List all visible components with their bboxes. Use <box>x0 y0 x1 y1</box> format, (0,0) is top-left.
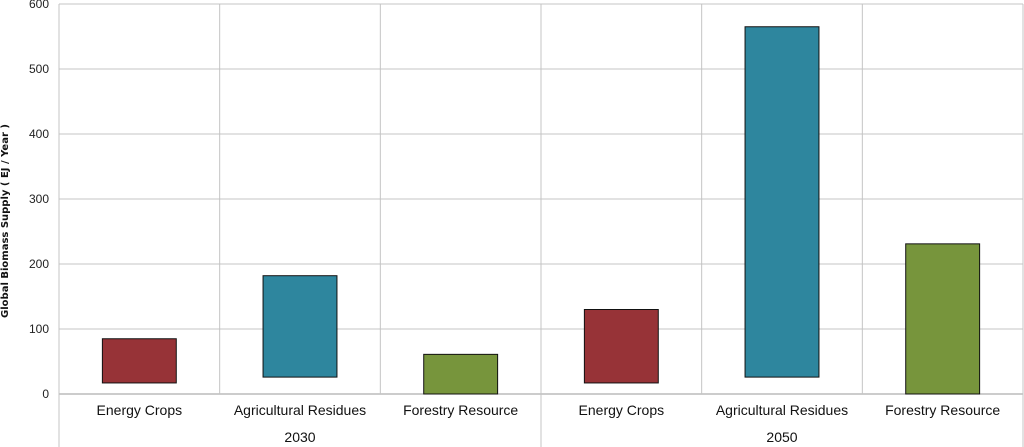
category-label: Forestry Resource <box>403 402 518 418</box>
bar <box>262 275 338 378</box>
category-label: Agricultural Residues <box>234 402 366 418</box>
grid-lines <box>58 3 1024 447</box>
category-label: Energy Crops <box>579 402 665 418</box>
bar <box>423 353 499 395</box>
category-label: Energy Crops <box>97 402 183 418</box>
y-tick-label: 400 <box>29 127 49 141</box>
category-labels: Energy Crops Agricultural Residues Forestr… <box>97 402 1001 418</box>
y-tick-labels: 0 100 200 300 400 500 600 <box>29 0 49 401</box>
y-tick-label: 200 <box>29 257 49 271</box>
bar <box>905 243 981 395</box>
category-label: Forestry Resource <box>885 402 1000 418</box>
bars-layer <box>101 26 981 395</box>
group-label: 2030 <box>284 429 315 445</box>
bar <box>101 338 177 384</box>
bar <box>583 309 659 384</box>
y-tick-label: 500 <box>29 62 49 76</box>
group-labels: 2030 2050 <box>284 429 797 445</box>
y-tick-label: 0 <box>42 387 49 401</box>
y-tick-label: 100 <box>29 322 49 336</box>
y-tick-label: 300 <box>29 192 49 206</box>
group-label: 2050 <box>766 429 797 445</box>
y-tick-label: 600 <box>29 0 49 11</box>
category-label: Agricultural Residues <box>716 402 848 418</box>
bar <box>744 26 820 378</box>
